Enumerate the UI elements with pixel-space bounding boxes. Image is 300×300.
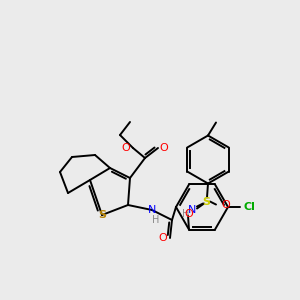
Text: H: H (152, 215, 160, 225)
Text: N: N (188, 205, 196, 214)
Text: S: S (202, 196, 210, 206)
Text: O: O (222, 200, 230, 209)
Text: O: O (122, 143, 130, 153)
Text: Cl: Cl (243, 202, 255, 212)
Text: N: N (148, 205, 156, 215)
Text: O: O (159, 233, 167, 243)
Text: S: S (98, 210, 106, 220)
Text: H: H (182, 208, 190, 218)
Text: O: O (184, 208, 194, 218)
Text: O: O (160, 143, 168, 153)
